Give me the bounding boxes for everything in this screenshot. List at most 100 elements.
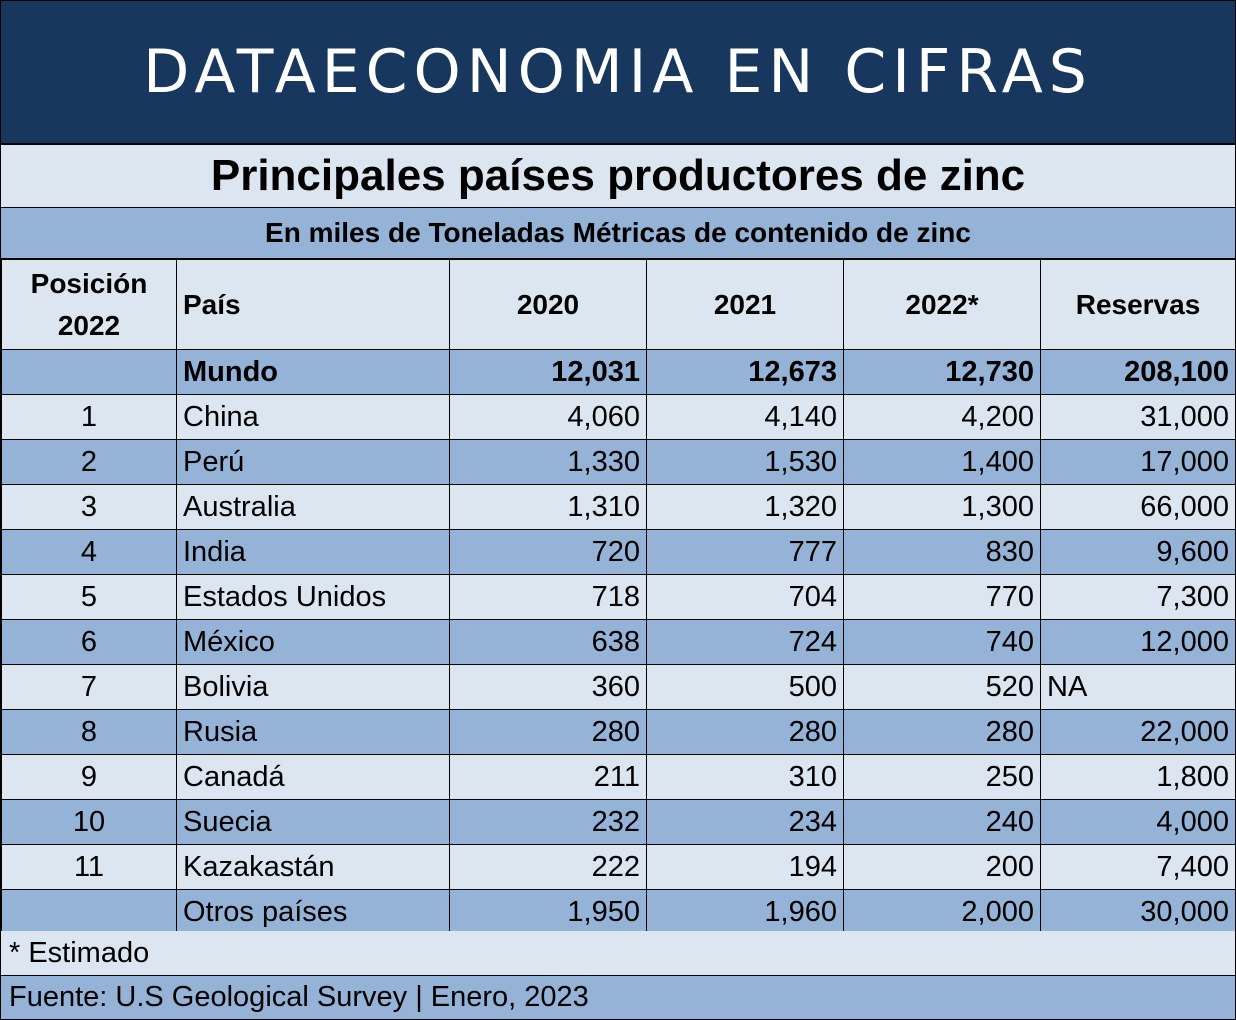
reserves-cell: NA	[1040, 664, 1236, 710]
value-2020-cell: 232	[449, 799, 647, 845]
value-2022-cell: 250	[843, 754, 1041, 800]
header-2021: 2021	[646, 259, 844, 350]
footnote: * Estimado	[1, 931, 1235, 976]
value-2020-cell: 638	[449, 619, 647, 665]
zinc-table: Posición 2022 País 2020 2021 2022* Reser…	[1, 259, 1236, 935]
value-2021-cell: 194	[646, 844, 844, 890]
table-row: 8 Rusia 280 280 280 22,000	[1, 709, 1236, 755]
country-cell: Kazakastán	[176, 844, 450, 890]
reserves-cell: 30,000	[1040, 889, 1236, 935]
position-cell: 11	[1, 844, 177, 890]
position-cell: 6	[1, 619, 177, 665]
position-cell: 8	[1, 709, 177, 755]
value-2021-cell: 1,960	[646, 889, 844, 935]
reserves-cell: 9,600	[1040, 529, 1236, 575]
table-row: 3 Australia 1,310 1,320 1,300 66,000	[1, 484, 1236, 530]
table-row: 10 Suecia 232 234 240 4,000	[1, 799, 1236, 845]
banner-title: DATAECONOMIA EN CIFRAS	[143, 37, 1093, 107]
table-row: 2 Perú 1,330 1,530 1,400 17,000	[1, 439, 1236, 485]
country-cell: Canadá	[176, 754, 450, 800]
header-reserves: Reservas	[1040, 259, 1236, 350]
table-row: 4 India 720 777 830 9,600	[1, 529, 1236, 575]
reserves-cell: 31,000	[1040, 394, 1236, 440]
value-2020-cell: 360	[449, 664, 647, 710]
reserves-cell: 12,000	[1040, 619, 1236, 665]
header-row: Posición 2022 País 2020 2021 2022* Reser…	[1, 259, 1236, 350]
reserves-cell: 208,100	[1040, 349, 1236, 395]
country-cell: Otros países	[176, 889, 450, 935]
position-cell: 9	[1, 754, 177, 800]
value-2021-cell: 4,140	[646, 394, 844, 440]
value-2020-cell: 720	[449, 529, 647, 575]
header-2022: 2022*	[843, 259, 1041, 350]
reserves-cell: 4,000	[1040, 799, 1236, 845]
value-2022-cell: 200	[843, 844, 1041, 890]
table-row: 5 Estados Unidos 718 704 770 7,300	[1, 574, 1236, 620]
reserves-cell: 7,300	[1040, 574, 1236, 620]
position-cell: 10	[1, 799, 177, 845]
header-position: Posición 2022	[1, 259, 177, 350]
value-2021-cell: 724	[646, 619, 844, 665]
value-2022-cell: 1,300	[843, 484, 1041, 530]
reserves-cell: 7,400	[1040, 844, 1236, 890]
value-2021-cell: 310	[646, 754, 844, 800]
country-cell: Bolivia	[176, 664, 450, 710]
country-cell: China	[176, 394, 450, 440]
value-2020-cell: 211	[449, 754, 647, 800]
value-2021-cell: 500	[646, 664, 844, 710]
position-cell: 2	[1, 439, 177, 485]
country-cell: Estados Unidos	[176, 574, 450, 620]
value-2022-cell: 520	[843, 664, 1041, 710]
value-2020-cell: 12,031	[449, 349, 647, 395]
value-2021-cell: 704	[646, 574, 844, 620]
value-2021-cell: 1,320	[646, 484, 844, 530]
value-2022-cell: 2,000	[843, 889, 1041, 935]
value-2021-cell: 777	[646, 529, 844, 575]
reserves-cell: 1,800	[1040, 754, 1236, 800]
value-2020-cell: 1,950	[449, 889, 647, 935]
value-2021-cell: 234	[646, 799, 844, 845]
position-cell: 5	[1, 574, 177, 620]
table-row: 9 Canadá 211 310 250 1,800	[1, 754, 1236, 800]
position-cell: 1	[1, 394, 177, 440]
header-2020: 2020	[449, 259, 647, 350]
value-2021-cell: 1,530	[646, 439, 844, 485]
country-cell: Rusia	[176, 709, 450, 755]
value-2020-cell: 280	[449, 709, 647, 755]
value-2022-cell: 240	[843, 799, 1041, 845]
position-cell	[1, 349, 177, 395]
reserves-cell: 17,000	[1040, 439, 1236, 485]
country-cell: India	[176, 529, 450, 575]
value-2022-cell: 12,730	[843, 349, 1041, 395]
chart-subtitle: En miles de Toneladas Métricas de conten…	[1, 207, 1235, 259]
value-2022-cell: 280	[843, 709, 1041, 755]
reserves-cell: 22,000	[1040, 709, 1236, 755]
value-2022-cell: 770	[843, 574, 1041, 620]
position-cell: 7	[1, 664, 177, 710]
value-2020-cell: 222	[449, 844, 647, 890]
table-row: Mundo 12,031 12,673 12,730 208,100	[1, 349, 1236, 395]
table-row: 1 China 4,060 4,140 4,200 31,000	[1, 394, 1236, 440]
value-2022-cell: 4,200	[843, 394, 1041, 440]
value-2022-cell: 740	[843, 619, 1041, 665]
country-cell: Suecia	[176, 799, 450, 845]
country-cell: México	[176, 619, 450, 665]
table-body: Mundo 12,031 12,673 12,730 208,100 1 China 4,06…	[1, 349, 1236, 935]
value-2021-cell: 280	[646, 709, 844, 755]
chart-title: Principales países productores de zinc	[1, 143, 1235, 207]
header-country: País	[176, 259, 450, 350]
country-cell: Mundo	[176, 349, 450, 395]
table-row: 11 Kazakastán 222 194 200 7,400	[1, 844, 1236, 890]
value-2022-cell: 1,400	[843, 439, 1041, 485]
source-note: Fuente: U.S Geological Survey | Enero, 2…	[1, 976, 1235, 1019]
position-cell: 4	[1, 529, 177, 575]
value-2020-cell: 1,310	[449, 484, 647, 530]
value-2020-cell: 1,330	[449, 439, 647, 485]
position-cell: 3	[1, 484, 177, 530]
table-row: Otros países 1,950 1,960 2,000 30,000	[1, 889, 1236, 935]
reserves-cell: 66,000	[1040, 484, 1236, 530]
value-2020-cell: 718	[449, 574, 647, 620]
table-row: 6 México 638 724 740 12,000	[1, 619, 1236, 665]
value-2020-cell: 4,060	[449, 394, 647, 440]
